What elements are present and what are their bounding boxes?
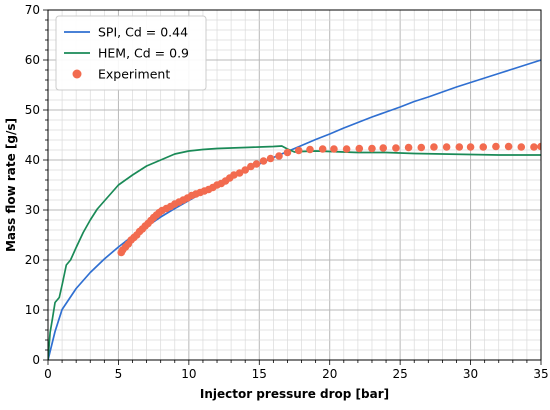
data-point-experiment <box>492 142 500 151</box>
y-tick-label: 0 <box>32 353 40 367</box>
data-point-experiment <box>466 143 475 151</box>
data-point-experiment <box>294 146 303 155</box>
legend-box <box>55 15 207 91</box>
y-tick-label: 10 <box>25 303 40 317</box>
data-point-experiment <box>368 144 376 153</box>
legend-swatch-experiment <box>72 69 82 79</box>
data-point-experiment <box>259 157 268 165</box>
data-point-experiment <box>330 145 338 153</box>
plot-frame <box>47 9 542 361</box>
data-point-experiment <box>252 160 261 168</box>
y-tick-label: 70 <box>25 3 40 17</box>
data-point-experiment <box>479 143 488 151</box>
x-tick-label: 20 <box>322 367 337 381</box>
data-point-experiment <box>517 143 526 151</box>
y-tick-label: 40 <box>25 153 40 167</box>
data-point-experiment <box>392 144 400 152</box>
y-tick-label: 30 <box>25 203 40 217</box>
data-point-experiment <box>379 144 388 152</box>
data-point-experiment <box>537 142 541 151</box>
data-point-experiment <box>266 154 275 163</box>
data-point-experiment <box>442 143 451 151</box>
data-point-experiment <box>235 169 244 177</box>
tick-layer: 0 5 10 15 20 25 30 35 0 10 20 30 40 50 60 70 <box>25 3 549 381</box>
legend-label-experiment: Experiment <box>98 67 170 82</box>
x-tick-label: 30 <box>463 367 478 381</box>
y-tick-label: 60 <box>25 53 40 67</box>
x-tick-label: 25 <box>393 367 408 381</box>
x-tick-label: 15 <box>252 367 267 381</box>
x-tick-label: 10 <box>181 367 196 381</box>
series-line-hem <box>48 145 541 360</box>
y-axis-label: Mass flow rate [g/s] <box>4 118 18 252</box>
data-point-experiment <box>530 143 538 151</box>
data-point-experiment <box>318 145 327 153</box>
legend-label-hem: HEM, Cd = 0.9 <box>98 46 189 61</box>
series-layer <box>48 59 541 360</box>
data-point-experiment <box>417 143 426 152</box>
y-tick-label: 50 <box>25 103 40 117</box>
data-point-experiment <box>404 143 413 152</box>
series-points-experiment <box>117 142 541 257</box>
x-tick-label: 35 <box>533 367 548 381</box>
y-tick-label: 20 <box>25 253 40 267</box>
x-tick-label: 5 <box>115 367 123 381</box>
x-tick-label: 0 <box>44 367 52 381</box>
data-point-experiment <box>342 145 351 153</box>
data-point-experiment <box>504 142 513 151</box>
x-axis-label: Injector pressure drop [bar] <box>200 387 389 401</box>
data-point-experiment <box>241 166 249 174</box>
data-point-experiment <box>283 148 292 157</box>
data-point-experiment <box>455 143 464 151</box>
data-point-experiment <box>275 152 283 160</box>
data-point-experiment <box>430 143 438 151</box>
legend-label-spi: SPI, Cd = 0.44 <box>98 25 188 40</box>
data-point-experiment <box>355 144 364 153</box>
legend: SPI, Cd = 0.44 HEM, Cd = 0.9 Experiment <box>55 15 207 91</box>
data-point-experiment <box>306 145 314 154</box>
